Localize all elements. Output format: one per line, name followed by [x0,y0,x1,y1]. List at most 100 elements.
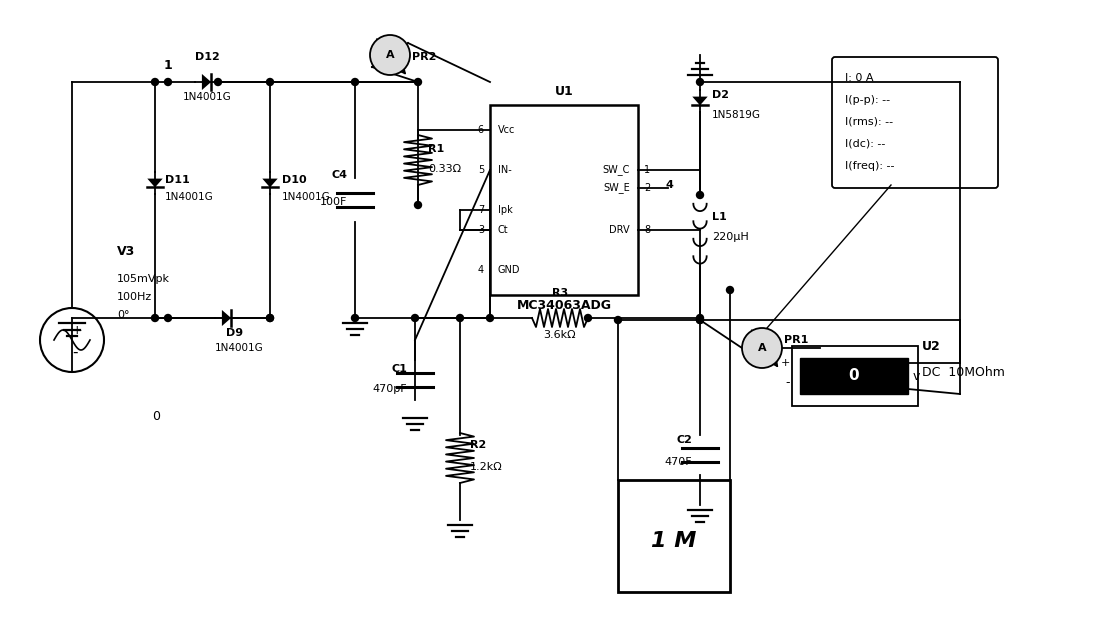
Text: L1: L1 [712,212,727,222]
Text: 1N4001G: 1N4001G [183,92,232,102]
Text: 220μH: 220μH [712,232,749,242]
Text: 0.33Ω: 0.33Ω [428,164,462,174]
Bar [799,358,908,394]
Text: R1: R1 [428,144,444,154]
Text: D12: D12 [195,52,220,62]
Bar [618,480,730,592]
Circle shape [415,202,421,209]
Circle shape [165,314,172,321]
Text: DC  10MOhm: DC 10MOhm [922,366,1005,379]
Text: 100F: 100F [320,197,347,207]
Text: 7: 7 [477,205,484,215]
Text: 1N4001G: 1N4001G [282,192,331,202]
Text: 1N4001G: 1N4001G [215,343,264,353]
Text: Vcc: Vcc [498,125,515,135]
Text: V3: V3 [117,245,135,258]
Text: 470pF: 470pF [372,384,407,394]
Text: Ct: Ct [498,225,508,235]
Text: U1: U1 [554,85,573,98]
Text: 3.6kΩ: 3.6kΩ [544,330,576,340]
Text: 3: 3 [478,225,484,235]
Text: D10: D10 [282,175,307,185]
Text: +: + [780,358,791,368]
Bar [489,105,638,295]
Circle shape [614,316,621,323]
Text: PR2: PR2 [413,52,436,62]
Text: 1.2kΩ: 1.2kΩ [471,462,503,472]
Circle shape [214,79,222,86]
Text: +: + [71,323,83,337]
Text: D2: D2 [712,90,729,100]
Circle shape [741,328,782,368]
Text: 105mVpk: 105mVpk [117,274,169,284]
Circle shape [40,308,104,372]
Text: A: A [758,343,766,353]
Text: GND: GND [498,265,521,275]
Circle shape [370,35,410,75]
FancyBboxPatch shape [832,57,998,188]
Text: I(freq): --: I(freq): -- [845,161,894,171]
Circle shape [697,314,704,321]
Circle shape [152,314,158,321]
Text: 6: 6 [478,125,484,135]
Text: C2: C2 [676,435,692,445]
Text: C4: C4 [331,170,347,180]
Text: 5: 5 [477,165,484,175]
Circle shape [411,314,418,321]
Circle shape [351,314,359,321]
Circle shape [266,314,273,321]
Circle shape [697,191,704,198]
Text: 1: 1 [644,165,650,175]
Text: 2: 2 [644,183,650,193]
Text: PR1: PR1 [784,335,808,345]
Circle shape [266,314,273,321]
Circle shape [415,79,421,86]
Text: -: - [785,376,791,389]
Circle shape [697,316,704,323]
Text: C1: C1 [391,364,407,374]
Circle shape [697,79,704,86]
Circle shape [266,79,273,86]
Text: U2: U2 [922,340,941,353]
Text: 1 M: 1 M [651,531,697,551]
Text: D11: D11 [165,175,190,185]
Text: 4: 4 [666,180,673,190]
Text: MC34063ADG: MC34063ADG [516,299,611,312]
Circle shape [727,287,734,294]
Text: 0: 0 [152,410,159,423]
Text: D9: D9 [226,328,243,338]
Text: IN-: IN- [498,165,512,175]
Text: R3: R3 [552,288,568,298]
Circle shape [697,316,704,323]
Circle shape [152,79,158,86]
Text: Ipk: Ipk [498,205,513,215]
Text: v: v [913,370,920,382]
Circle shape [351,79,359,86]
Circle shape [486,314,494,321]
Text: 0°: 0° [117,310,129,320]
Text: 0: 0 [849,368,860,384]
Polygon shape [692,96,708,105]
Polygon shape [262,179,278,188]
Text: I(dc): --: I(dc): -- [845,139,885,149]
Text: R2: R2 [471,440,486,450]
Polygon shape [202,74,211,90]
Text: -: - [72,344,78,359]
Bar [792,346,918,406]
Circle shape [584,314,591,321]
Text: 1N5819G: 1N5819G [712,110,762,120]
Text: 470F: 470F [665,457,692,467]
Text: 1: 1 [164,59,173,72]
Text: I(p-p): --: I(p-p): -- [845,95,890,105]
Text: DRV: DRV [610,225,630,235]
Polygon shape [222,310,231,326]
Text: I: 0 A: I: 0 A [845,73,873,83]
Circle shape [456,314,464,321]
Text: 8: 8 [644,225,650,235]
Circle shape [165,79,172,86]
Text: SW_E: SW_E [603,183,630,193]
Text: I(rms): --: I(rms): -- [845,117,893,127]
Text: 100Hz: 100Hz [117,292,153,302]
Polygon shape [147,179,163,188]
Text: 4: 4 [478,265,484,275]
